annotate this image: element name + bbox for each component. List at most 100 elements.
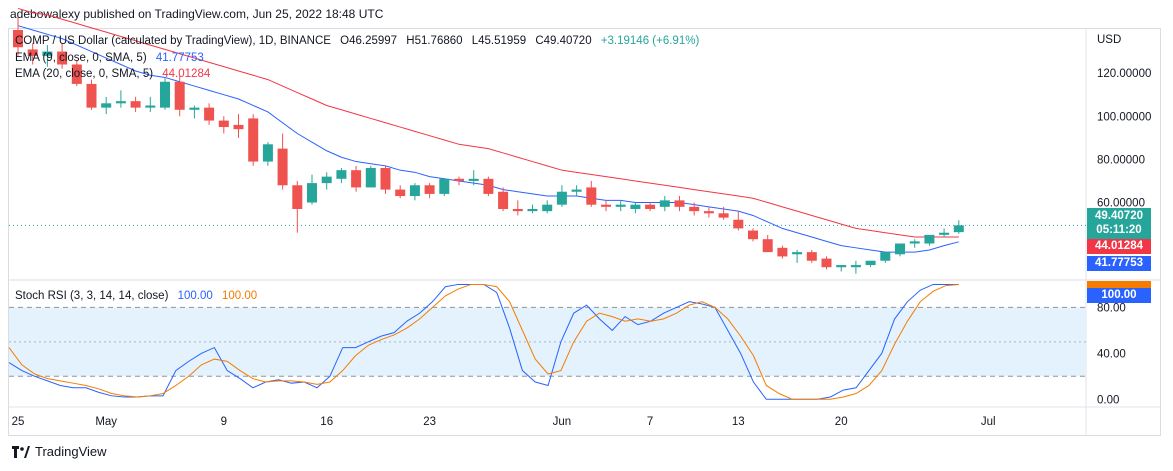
- time-axis-tick: 9: [221, 416, 227, 428]
- candle: [248, 114, 259, 166]
- candle-body: [806, 252, 817, 261]
- candle: [307, 174, 317, 205]
- candle: [262, 142, 273, 166]
- candle-body: [762, 239, 773, 253]
- candle: [703, 206, 714, 218]
- candle-body: [527, 208, 538, 212]
- candle-body: [454, 178, 464, 181]
- stochrsi-k-value: 100.00: [177, 290, 213, 302]
- price-axis-tick: 100.00000: [1097, 111, 1151, 123]
- candle: [42, 45, 53, 67]
- candle-body: [748, 230, 758, 240]
- time-axis-tick: 7: [647, 416, 653, 428]
- candle: [924, 234, 935, 246]
- candle: [101, 96, 112, 115]
- candle: [512, 200, 523, 216]
- candle: [645, 202, 656, 212]
- candle-body: [115, 101, 126, 104]
- candle: [204, 103, 215, 125]
- candle: [748, 228, 758, 242]
- candle: [659, 196, 670, 212]
- candle-body: [424, 185, 435, 194]
- candle: [630, 202, 641, 214]
- candle: [395, 185, 406, 199]
- candle: [439, 178, 450, 197]
- last-price-value: 49.40720: [1095, 210, 1143, 222]
- candle: [380, 165, 391, 194]
- candle: [909, 239, 920, 248]
- candle: [174, 75, 185, 117]
- time-axis-tick: 25: [12, 416, 25, 428]
- time-axis-tick: May: [95, 416, 117, 428]
- candle: [218, 116, 229, 134]
- ema20-legend[interactable]: EMA (20, close, 0, SMA, 5) 44.01284: [15, 68, 210, 80]
- stochrsi-d-line: [8, 283, 959, 400]
- candle: [365, 165, 376, 188]
- candle-body: [792, 252, 803, 255]
- candle: [601, 200, 611, 212]
- stochrsi-d-tag: [1087, 281, 1151, 288]
- candle-body: [27, 49, 38, 56]
- candle: [556, 185, 567, 207]
- symbol-title[interactable]: COMP / US Dollar (calculated by TradingV…: [15, 35, 331, 47]
- candle: [233, 114, 244, 138]
- footer-brand[interactable]: TradingView: [12, 444, 107, 459]
- candle-body: [850, 265, 861, 268]
- candle-body: [836, 265, 847, 268]
- candle: [527, 204, 538, 214]
- price-axis-tick: 80.00000: [1097, 154, 1145, 166]
- candle-body: [924, 234, 935, 244]
- candle-body: [542, 204, 553, 212]
- candle: [895, 243, 905, 257]
- ohlc-open: O46.25997: [340, 35, 398, 47]
- candle: [468, 170, 479, 186]
- candle-body: [277, 148, 288, 186]
- last-price-tag: 49.40720 05:11:20: [1087, 208, 1151, 239]
- price-axis-tick: 60.00000: [1097, 198, 1145, 210]
- candle-body: [174, 81, 185, 110]
- candle: [953, 220, 964, 234]
- candle-body: [601, 204, 611, 207]
- currency-label: USD: [1097, 34, 1122, 46]
- candle: [571, 185, 582, 197]
- time-axis-tick: 23: [423, 416, 436, 428]
- candle-body: [71, 64, 82, 84]
- candle: [865, 260, 876, 268]
- candle-body: [321, 176, 332, 184]
- time-axis-tick: Jun: [553, 416, 572, 428]
- candle-body: [218, 120, 229, 128]
- candle-body: [659, 200, 670, 207]
- candle: [483, 176, 494, 197]
- candle: [821, 256, 832, 270]
- ohlc-change: +3.19146 (+6.91%): [600, 35, 700, 47]
- candle-body: [307, 183, 317, 203]
- candle-body: [439, 178, 450, 194]
- candle: [615, 200, 626, 212]
- candle-body: [498, 191, 509, 209]
- ema9-price-tag: 41.77753: [1087, 256, 1151, 271]
- candle-body: [248, 118, 259, 162]
- stochrsi-axis-tick: 40.00: [1097, 348, 1126, 360]
- ema9-value: 41.77753: [155, 52, 204, 64]
- ema9-legend[interactable]: EMA (9, close, 0, SMA, 5) 41.77753: [15, 52, 204, 64]
- publisher-line: adebowalexy published on TradingView.com…: [10, 7, 384, 21]
- candle-body: [718, 213, 729, 218]
- candle-body: [13, 30, 23, 48]
- candle-body: [395, 189, 406, 197]
- candle: [792, 249, 803, 263]
- candle-body: [409, 185, 420, 197]
- candle: [145, 96, 156, 112]
- candle-body: [645, 204, 656, 209]
- stochrsi-legend[interactable]: Stoch RSI (3, 3, 14, 14, close) 100.00 1…: [15, 290, 257, 302]
- candle-body: [86, 83, 97, 108]
- candle-body: [145, 105, 156, 108]
- candle: [57, 42, 68, 69]
- candle-body: [615, 204, 626, 207]
- candle-body: [468, 178, 479, 181]
- candle-body: [674, 200, 685, 207]
- candle-body: [909, 241, 920, 244]
- candle: [689, 202, 700, 216]
- candle: [718, 206, 729, 220]
- candle: [762, 234, 773, 253]
